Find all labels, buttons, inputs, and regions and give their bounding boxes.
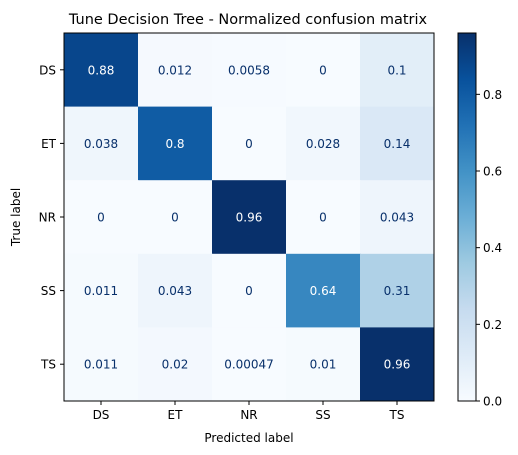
heatmap-cell [286, 180, 361, 255]
cell-value-label: 0.028 [306, 137, 340, 151]
x-axis-label: Predicted label [204, 431, 293, 445]
heatmap-cell [212, 327, 287, 402]
heatmap-cell [286, 33, 361, 108]
y-axis-ticks: DS ET NR SS TS [39, 63, 64, 372]
cell-value-label: 0.011 [84, 358, 118, 372]
colorbar-tick-label: 0.0 [483, 395, 502, 409]
cell-value-label: 0 [319, 63, 327, 77]
colorbar-ticks: 0.0 0.2 0.4 0.6 0.8 [476, 88, 502, 409]
colorbar-tick-label: 0.2 [483, 318, 502, 332]
chart-title: Tune Decision Tree - Normalized confusio… [68, 12, 428, 28]
cell-value-label: 0.96 [384, 358, 411, 372]
cell-value-label: 0.038 [84, 137, 118, 151]
cell-value-label: 0 [245, 137, 253, 151]
cell-value-label: 0.14 [384, 137, 411, 151]
cell-value-label: 0 [171, 211, 179, 225]
cell-value-label: 0.0058 [228, 63, 270, 77]
cell-value-label: 0.64 [310, 284, 337, 298]
heatmap-cell [64, 180, 139, 255]
cell-value-label: 0.012 [158, 63, 192, 77]
heatmap-cell [212, 106, 287, 181]
colorbar-tick-label: 0.8 [483, 88, 502, 102]
heatmap-cell [212, 253, 287, 328]
heatmap-cell [138, 327, 213, 402]
heatmap-cell [286, 253, 361, 328]
y-tick-label: DS [39, 63, 56, 77]
cell-value-label: 0.00047 [224, 358, 274, 372]
colorbar-tick-label: 0.6 [483, 165, 502, 179]
cell-value-label: 0 [97, 211, 105, 225]
cell-value-label: 0.31 [384, 284, 411, 298]
x-tick-label: TS [389, 408, 405, 422]
heatmap-cell [212, 180, 287, 255]
x-tick-label: DS [93, 408, 110, 422]
cell-value-label: 0.1 [387, 63, 406, 77]
x-tick-label: NR [240, 408, 257, 422]
heatmap-cell [360, 327, 435, 402]
y-axis-label: True label [9, 188, 23, 247]
x-axis-ticks: DS ET NR SS TS [93, 401, 405, 422]
heatmap-cell [64, 33, 139, 108]
cell-value-label: 0 [319, 211, 327, 225]
heatmap-cell [138, 253, 213, 328]
heatmap-cell [138, 180, 213, 255]
cell-value-label: 0.96 [236, 211, 263, 225]
cell-value-label: 0.011 [84, 284, 118, 298]
heatmap-cell [212, 33, 287, 108]
y-tick-label: ET [41, 137, 57, 151]
cell-value-label: 0 [245, 284, 253, 298]
heatmap-cell [64, 106, 139, 181]
cell-value-label: 0.8 [165, 137, 184, 151]
y-tick-label: TS [40, 358, 56, 372]
colorbar-tick-label: 0.4 [483, 241, 502, 255]
cell-value-label: 0.01 [310, 358, 337, 372]
heatmap-cell [286, 327, 361, 402]
heatmap-cell [138, 106, 213, 181]
x-tick-label: ET [168, 408, 184, 422]
cell-value-label: 0.88 [88, 63, 115, 77]
heatmap-cell [64, 253, 139, 328]
heatmap-cell [360, 33, 435, 108]
heatmap-cell [286, 106, 361, 181]
x-tick-label: SS [315, 408, 330, 422]
heatmap-cell [64, 327, 139, 402]
heatmap-cells [64, 33, 435, 402]
y-tick-label: SS [41, 284, 56, 298]
heatmap-cell [360, 253, 435, 328]
heatmap-cell [360, 106, 435, 181]
heatmap-cell [360, 180, 435, 255]
y-tick-label: NR [39, 211, 56, 225]
cell-value-label: 0.02 [162, 358, 189, 372]
colorbar [457, 32, 477, 402]
heatmap-cell [138, 33, 213, 108]
heatmap-cell-labels: 0.88 0.012 0.0058 0 0.1 0.038 0.8 0 0.028 0.14 0 0 0… [84, 63, 414, 371]
cell-value-label: 0.043 [158, 284, 192, 298]
cell-value-label: 0.043 [380, 211, 414, 225]
